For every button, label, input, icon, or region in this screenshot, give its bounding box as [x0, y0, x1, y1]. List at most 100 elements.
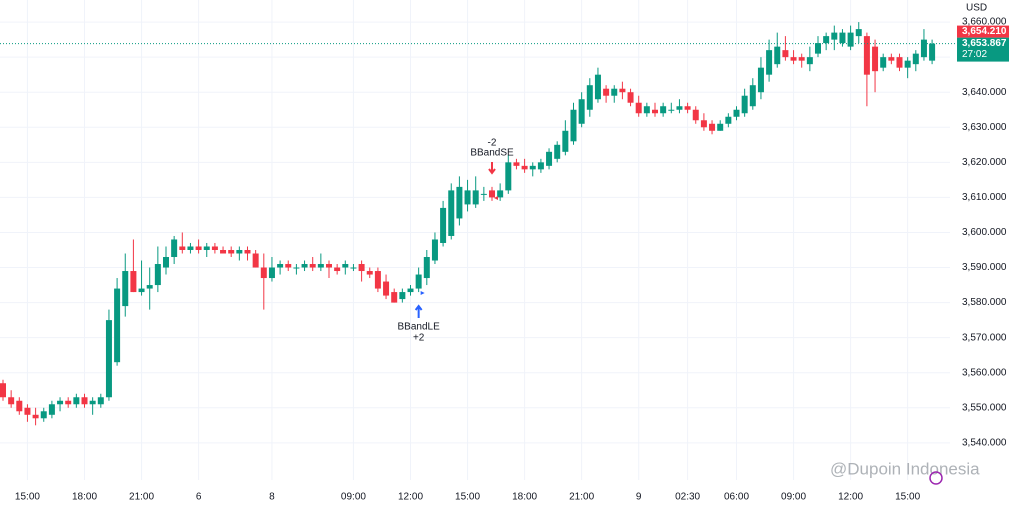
candle-body [326, 264, 332, 268]
candle-body [195, 246, 202, 250]
y-tick-label: 3,590.000 [962, 262, 1007, 273]
candle-body [187, 246, 194, 250]
candle-body [350, 267, 357, 269]
buy-arrow [414, 304, 423, 318]
candle-body [114, 288, 121, 363]
candle-body [920, 39, 927, 58]
x-tick-label: 15:00 [895, 492, 920, 503]
candle-body [888, 57, 895, 61]
candle-body [472, 190, 479, 205]
annotation-amount: -2 [488, 138, 497, 149]
candle-body [423, 257, 430, 279]
watermark: @Dupoin Indonesia [830, 459, 980, 478]
candle-body [32, 414, 39, 419]
candle-body [676, 106, 683, 110]
x-tick-label: 9 [636, 492, 642, 503]
x-tick-label: 09:00 [781, 492, 806, 503]
candle-body [489, 190, 495, 198]
candle-body [725, 116, 732, 124]
x-tick-label: 21:00 [129, 492, 154, 503]
candle-body [537, 162, 544, 170]
candle-body [16, 400, 23, 412]
candle-body [399, 292, 406, 300]
x-tick-label: 12:00 [398, 492, 423, 503]
sell-marker [494, 196, 498, 200]
candle-body [798, 57, 805, 61]
y-tick-label: 3,560.000 [962, 367, 1007, 378]
candle-body [521, 165, 528, 170]
candle-body [733, 109, 740, 117]
price-label-box [957, 37, 1009, 62]
candle-body [220, 249, 227, 254]
candle-body [358, 264, 365, 272]
candle-body [635, 102, 642, 114]
candle-body [643, 106, 650, 114]
candle-body [578, 99, 585, 124]
candle-body [154, 264, 161, 286]
candle-body [594, 74, 601, 100]
x-tick-label: 15:00 [15, 492, 40, 503]
candle-body [440, 207, 447, 243]
candle-body [65, 400, 72, 405]
candle-body [97, 397, 104, 405]
annotation-label: BBandLE [398, 322, 441, 333]
y-tick-label: 3,620.000 [962, 157, 1007, 168]
candle-body [855, 29, 862, 37]
candle-body [277, 264, 284, 268]
candle-body [627, 92, 634, 103]
candle-body [611, 88, 618, 96]
candle-body [130, 271, 137, 293]
annotation-label: BBandSE [470, 148, 514, 159]
candle-body [81, 397, 88, 405]
candle-body [831, 32, 838, 40]
y-tick-label: 3,640.000 [962, 87, 1007, 98]
candle-body [570, 109, 577, 142]
candle-body [815, 43, 821, 54]
candle-body [179, 246, 186, 250]
candle-body [171, 239, 178, 258]
price-label: 3,653.867 [962, 38, 1007, 49]
candle-body [301, 264, 308, 268]
y-tick-label: 3,610.000 [962, 192, 1007, 203]
candle-body [244, 249, 251, 254]
y-tick-label: 3,570.000 [962, 332, 1007, 343]
sell-arrow [488, 162, 496, 175]
currency-label: USD [966, 3, 987, 14]
y-tick-label: 3,600.000 [962, 227, 1007, 238]
candle-body [456, 186, 463, 219]
candle-body [391, 292, 398, 303]
y-tick-label: 3,660.000 [962, 17, 1007, 28]
candle-body [260, 267, 267, 279]
candle-body [464, 190, 471, 205]
candle-body [48, 404, 55, 415]
candle-body [285, 264, 292, 268]
candle-body [236, 249, 243, 254]
candle-body [603, 88, 610, 96]
candle-body [660, 106, 667, 114]
candle-body [619, 88, 626, 93]
y-tick-label: 3,580.000 [962, 297, 1007, 308]
candle-body [8, 397, 15, 405]
buy-marker [420, 291, 425, 295]
candle-body [529, 165, 536, 170]
candle-body [668, 109, 675, 111]
candle-body [880, 57, 887, 68]
candle-body [122, 271, 129, 307]
candle-body [366, 271, 373, 275]
candle-body [872, 46, 879, 72]
x-tick-label: 18:00 [512, 492, 537, 503]
candle-body [24, 407, 31, 415]
candle-body [586, 85, 593, 110]
candle-body [163, 257, 169, 268]
candle-body [309, 264, 316, 268]
candle-body [774, 46, 781, 65]
candle-body [790, 57, 797, 61]
candle-body [374, 271, 381, 289]
candle-body [700, 120, 707, 128]
y-tick-label: 3,630.000 [962, 122, 1007, 133]
x-tick-label: 15:00 [455, 492, 480, 503]
candle-body [228, 249, 235, 254]
candle-body [757, 67, 764, 93]
